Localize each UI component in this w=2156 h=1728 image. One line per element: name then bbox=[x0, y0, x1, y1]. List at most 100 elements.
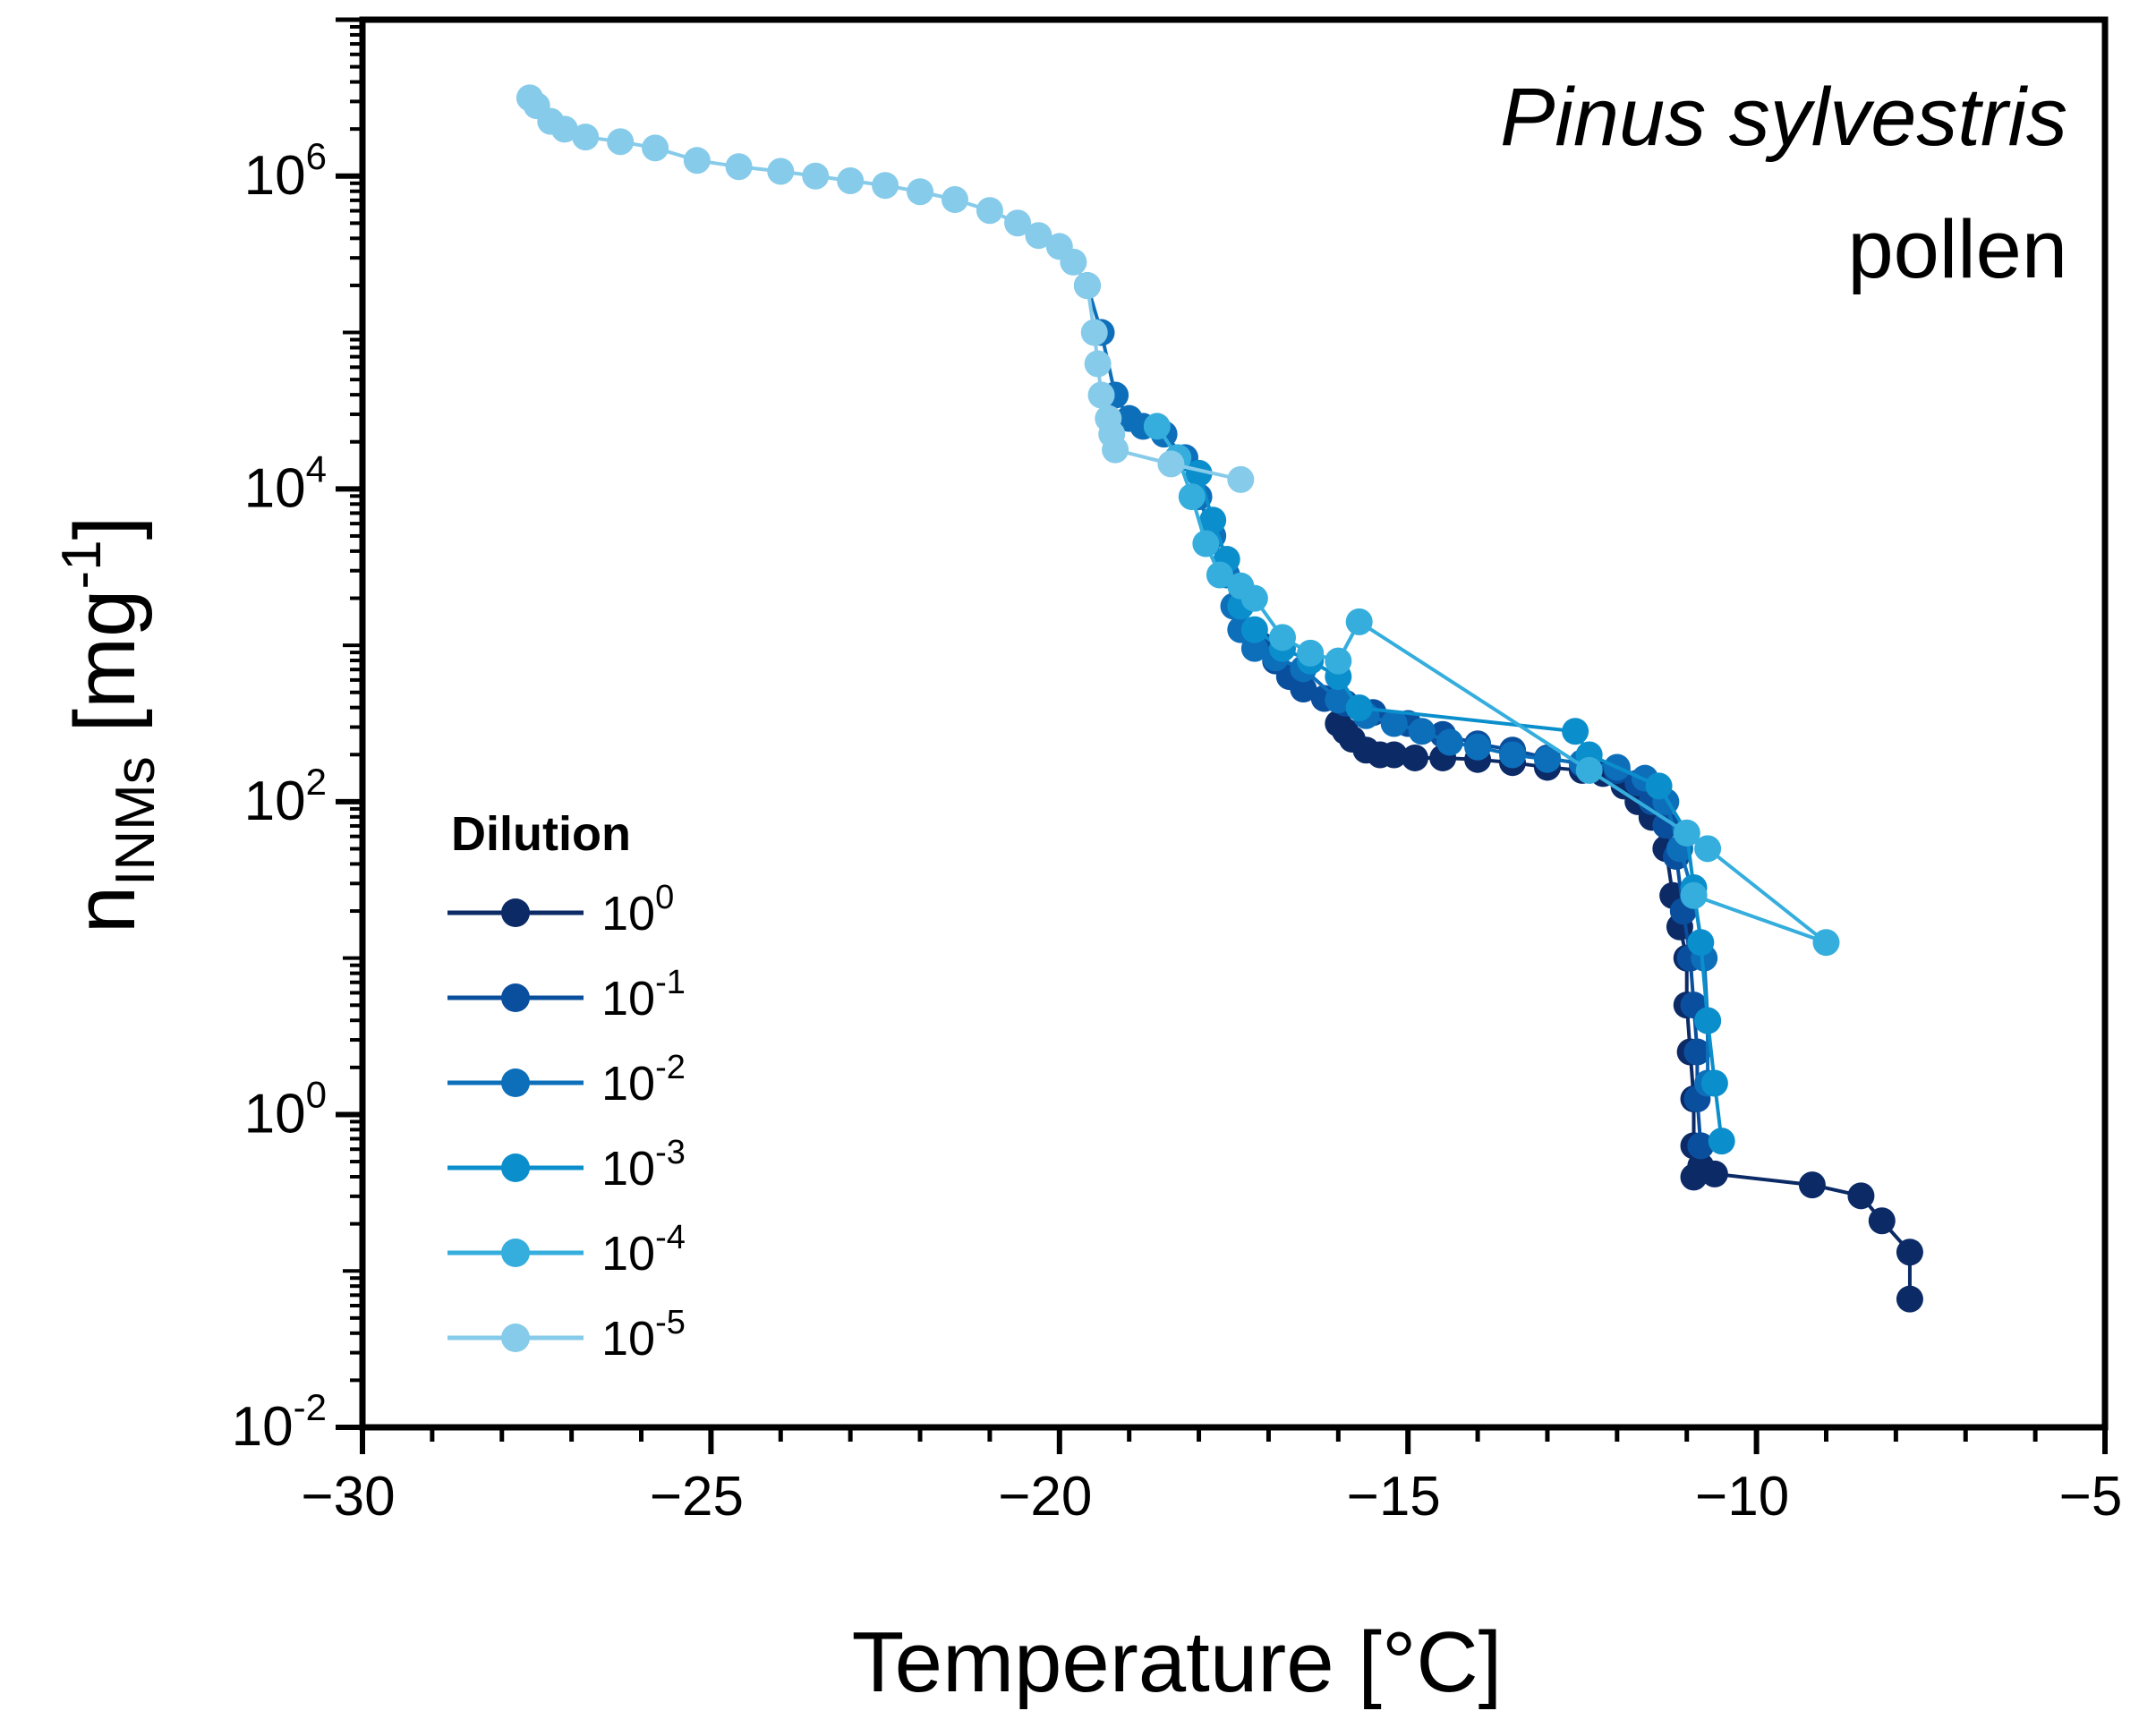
data-point bbox=[1025, 222, 1052, 250]
series-5 bbox=[516, 84, 1255, 493]
y-axis-title: nINMs [mg-1] bbox=[51, 516, 166, 934]
data-point bbox=[1290, 676, 1317, 703]
y-tick-label: 100 bbox=[244, 1073, 327, 1145]
data-point bbox=[1380, 741, 1408, 769]
y-tick-label: 102 bbox=[244, 761, 327, 832]
data-point bbox=[1240, 616, 1268, 643]
legend-marker bbox=[501, 1068, 530, 1097]
legend-item: 10-2 bbox=[447, 1049, 686, 1111]
data-point bbox=[1240, 634, 1268, 662]
y-axis-title-subscript: INMs bbox=[105, 756, 166, 886]
legend-label: 10-4 bbox=[601, 1219, 686, 1281]
data-point bbox=[1575, 756, 1603, 784]
data-point bbox=[1562, 718, 1589, 745]
y-tick-label: 106 bbox=[244, 135, 327, 207]
data-point bbox=[1673, 819, 1700, 847]
data-point bbox=[1297, 639, 1325, 667]
legend-item: 10-5 bbox=[447, 1304, 686, 1366]
data-point bbox=[1178, 483, 1206, 511]
data-point bbox=[1269, 624, 1297, 651]
data-point bbox=[1084, 350, 1112, 378]
data-point bbox=[1708, 1128, 1735, 1155]
data-point bbox=[1087, 381, 1115, 409]
data-point bbox=[767, 157, 795, 185]
x-axis: −30 −25 −20 −15 −10 −5 bbox=[301, 1427, 2122, 1528]
data-point bbox=[607, 128, 635, 156]
data-point bbox=[976, 197, 1003, 225]
x-tick-label: −10 bbox=[1695, 1466, 1789, 1528]
data-point bbox=[1004, 209, 1032, 237]
data-point bbox=[1687, 1132, 1715, 1160]
data-point bbox=[1680, 881, 1708, 909]
legend-title: Dilution bbox=[451, 807, 631, 861]
data-point bbox=[1464, 733, 1492, 761]
data-point bbox=[1847, 1182, 1875, 1210]
data-point bbox=[725, 153, 753, 181]
legend-item: 10-3 bbox=[447, 1134, 686, 1196]
data-point bbox=[1533, 745, 1561, 773]
legend-item: 100 bbox=[447, 879, 674, 941]
data-point bbox=[1060, 248, 1087, 276]
data-point bbox=[1896, 1285, 1923, 1313]
y-axis: 10-2 100 102 104 106 bbox=[232, 17, 362, 1458]
x-tick-label: −20 bbox=[998, 1466, 1092, 1528]
y-axis-title-base: n bbox=[57, 886, 153, 933]
data-point bbox=[642, 134, 669, 162]
legend-label: 100 bbox=[601, 879, 674, 941]
data-point bbox=[1700, 1069, 1728, 1097]
data-point bbox=[1798, 1171, 1826, 1199]
annotation-material: pollen bbox=[1847, 204, 2067, 295]
data-point bbox=[1345, 694, 1373, 722]
data-point bbox=[683, 147, 711, 175]
y-tick-label: 104 bbox=[244, 447, 327, 519]
legend-item: 10-1 bbox=[447, 964, 686, 1026]
data-point bbox=[1683, 1038, 1711, 1066]
data-point bbox=[1812, 929, 1840, 957]
legend-marker bbox=[501, 1324, 530, 1352]
data-point bbox=[1687, 929, 1715, 957]
y-tick-label: 10-2 bbox=[232, 1386, 327, 1458]
data-point bbox=[872, 172, 899, 200]
data-point bbox=[1694, 835, 1722, 863]
data-point bbox=[1080, 319, 1108, 346]
data-point bbox=[1192, 530, 1220, 558]
data-point bbox=[1240, 584, 1268, 612]
data-point bbox=[1345, 608, 1373, 635]
data-point bbox=[941, 185, 968, 213]
legend-item: 10-4 bbox=[447, 1219, 686, 1281]
data-point bbox=[1206, 561, 1233, 589]
data-point bbox=[1694, 1007, 1722, 1034]
annotation-species: Pinus sylvestris bbox=[1500, 72, 2067, 163]
data-point bbox=[1185, 459, 1213, 487]
data-point bbox=[1102, 436, 1129, 464]
legend-label: 10-5 bbox=[601, 1304, 686, 1366]
data-point bbox=[1408, 718, 1436, 745]
x-tick-label: −15 bbox=[1347, 1466, 1441, 1528]
legend-marker bbox=[501, 1239, 530, 1267]
legend-marker bbox=[501, 983, 530, 1012]
plot-frame bbox=[359, 16, 2109, 1431]
data-point bbox=[1436, 728, 1463, 756]
legend-label: 10-2 bbox=[601, 1049, 686, 1111]
x-tick-label: −5 bbox=[2059, 1466, 2123, 1528]
legend-marker bbox=[501, 898, 530, 927]
data-point bbox=[1157, 450, 1185, 478]
data-point bbox=[1700, 1160, 1728, 1187]
data-point bbox=[1073, 272, 1101, 300]
data-point bbox=[550, 115, 578, 143]
data-point bbox=[802, 162, 830, 190]
legend-label: 10-3 bbox=[601, 1134, 686, 1196]
data-point bbox=[837, 167, 865, 195]
series-layer bbox=[516, 84, 1923, 1313]
data-point bbox=[1227, 465, 1255, 493]
data-point bbox=[1401, 744, 1428, 771]
data-point bbox=[1868, 1207, 1896, 1235]
data-point bbox=[1896, 1239, 1923, 1266]
data-point bbox=[1499, 741, 1527, 769]
data-point bbox=[1325, 686, 1352, 714]
data-point bbox=[1645, 772, 1673, 800]
data-point bbox=[1325, 647, 1352, 675]
y-axis-title-unit: [mg bbox=[57, 590, 153, 757]
data-point bbox=[572, 123, 600, 151]
